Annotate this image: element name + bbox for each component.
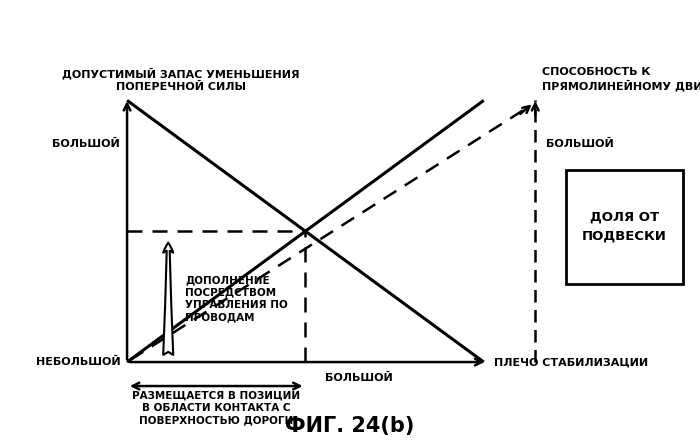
Text: ДОПОЛНЕНИЕ
ПОСРЕДСТВОМ
УПРАВЛЕНИЯ ПО
ПРОВОДАМ: ДОПОЛНЕНИЕ ПОСРЕДСТВОМ УПРАВЛЕНИЯ ПО ПРО… [186,275,288,323]
Text: СПОСОБНОСТЬ К
ПРЯМОЛИНЕЙНОМУ ДВИЖЕНИЮ: СПОСОБНОСТЬ К ПРЯМОЛИНЕЙНОМУ ДВИЖЕНИЮ [542,67,700,92]
Text: РАЗМЕЩАЕТСЯ В ПОЗИЦИИ
В ОБЛАСТИ КОНТАКТА С
ПОВЕРХНОСТЬЮ ДОРОГИ: РАЗМЕЩАЕТСЯ В ПОЗИЦИИ В ОБЛАСТИ КОНТАКТА… [132,390,300,425]
Text: ДОПУСТИМЫЙ ЗАПАС УМЕНЬШЕНИЯ
ПОПЕРЕЧНОЙ СИЛЫ: ДОПУСТИМЫЙ ЗАПАС УМЕНЬШЕНИЯ ПОПЕРЕЧНОЙ С… [62,68,300,92]
Text: БОЛЬШОЙ: БОЛЬШОЙ [325,373,393,383]
Text: БОЛЬШОЙ: БОЛЬШОЙ [52,139,120,149]
Text: НЕБОЛЬШОЙ: НЕБОЛЬШОЙ [36,357,120,367]
Bar [566,170,682,283]
Text: БОЛЬШОЙ: БОЛЬШОЙ [545,139,613,149]
Text: ФИГ. 24(b): ФИГ. 24(b) [286,416,414,436]
Text: ПЛЕЧО СТАБИЛИЗАЦИИ: ПЛЕЧО СТАБИЛИЗАЦИИ [494,357,648,367]
Text: ДОЛЯ ОТ
ПОДВЕСКИ: ДОЛЯ ОТ ПОДВЕСКИ [582,211,667,243]
